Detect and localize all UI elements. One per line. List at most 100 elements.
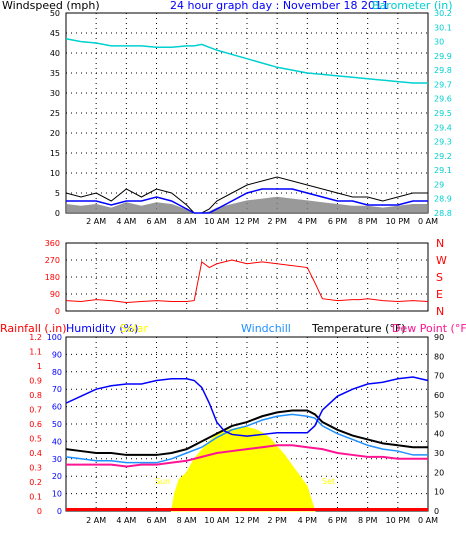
panel1-y-left-tick-label: 40 bbox=[50, 49, 60, 58]
panel3-y-temp-tick-label: 90 bbox=[434, 333, 444, 342]
panel3-y-rain-tick-label: 0.8 bbox=[29, 391, 42, 400]
panel1-y-right-tick-label: 29.5 bbox=[434, 109, 452, 118]
average-windspeed-line bbox=[66, 188, 428, 214]
panel3-y-temp-tick-label: 30 bbox=[434, 449, 444, 458]
panel3-y-temp-tick-label: 60 bbox=[434, 391, 444, 400]
panel1-x-tick-label: 6 PM bbox=[328, 217, 347, 226]
panel3-y-humidity-tick-label: 30 bbox=[52, 455, 62, 464]
panel3-y-temp-tick-label: 10 bbox=[434, 488, 444, 497]
panel3-y-rain-tick-label: 0.5 bbox=[29, 435, 42, 444]
panel3-x-tick-label: 2 AM bbox=[86, 516, 106, 525]
rainfall-bar bbox=[66, 508, 428, 511]
windchill-axis-label: Windchill bbox=[241, 322, 291, 335]
panel1-y-left-tick-label: 20 bbox=[50, 129, 60, 138]
panel2-direction-letter: W bbox=[436, 254, 447, 267]
solar-axis-label: Solar bbox=[120, 322, 149, 335]
panel1-y-left-tick-label: 15 bbox=[50, 149, 60, 158]
panel1-y-left-tick-label: 45 bbox=[50, 29, 60, 38]
panel1-x-tick-label: 6 AM bbox=[146, 217, 166, 226]
dewpoint-axis-label: Dew Point (°F) bbox=[392, 322, 466, 335]
rainfall-axis-label: Rainfall (.in) bbox=[0, 322, 67, 335]
panel3-y-rain-tick-label: 0.1 bbox=[29, 493, 42, 502]
wind-direction-line bbox=[65, 259, 429, 304]
panel2-y-left-tick-label: 90 bbox=[50, 290, 60, 299]
panel3-y-rain-tick-label: 0.9 bbox=[29, 377, 42, 386]
panel3-y-humidity-tick-label: 10 bbox=[52, 490, 62, 499]
panel1-y-right-tick-label: 29.6 bbox=[434, 95, 452, 104]
panel3-y-humidity-tick-label: 60 bbox=[52, 403, 62, 412]
panel1-y-right-tick-label: 29.3 bbox=[434, 138, 452, 147]
panel1-y-right-tick-label: 30.1 bbox=[434, 23, 452, 32]
humidity-line bbox=[65, 376, 429, 437]
panel3-x-tick-label: 10 AM bbox=[204, 516, 229, 525]
panel3-y-humidity-tick-label: 0 bbox=[57, 507, 62, 516]
panel3-y-humidity-tick-label: 50 bbox=[52, 420, 62, 429]
panel3-y-temp-tick-label: 20 bbox=[434, 468, 444, 477]
panel3-x-tick-label: 12 PM bbox=[235, 516, 260, 525]
panel2-direction-letter: N bbox=[436, 305, 444, 318]
panel1-x-tick-label: 8 PM bbox=[358, 217, 377, 226]
panel1-y-left-ticks: 0 5 10 15 20 25 30 35 40 45 50 bbox=[50, 9, 60, 218]
panel1-y-right-tick-label: 28.8 bbox=[434, 209, 452, 218]
panel1-y-left-tick-label: 50 bbox=[50, 9, 60, 18]
panel3-x-tick-label: 8 PM bbox=[358, 516, 377, 525]
panel1-y-right-tick-label: 30 bbox=[434, 38, 444, 47]
barometer-axis-label: Barometer (in) bbox=[372, 0, 453, 12]
panel3-y-temp-ticks: 0 10 20 30 40 50 60 70 80 90 bbox=[434, 333, 444, 516]
panel2-direction-letter: S bbox=[436, 271, 443, 284]
panel3-y-rain-ticks: 0 0.1 0.2 0.3 0.4 0.5 0.6 0.7 0.8 0.9 1 1.1 1.2 bbox=[29, 333, 42, 516]
panel1-x-tick-label: 4 AM bbox=[116, 217, 136, 226]
panel3-y-rain-tick-label: 0.2 bbox=[29, 478, 42, 487]
panel3-y-temp-tick-label: 50 bbox=[434, 410, 444, 419]
sunset-label: Set bbox=[322, 477, 335, 486]
panel1-x-tick-label: 2 AM bbox=[86, 217, 106, 226]
panel3-y-temp-tick-label: 80 bbox=[434, 352, 444, 361]
panel2-direction-letter: N bbox=[436, 237, 444, 250]
panel3-y-humidity-ticks: 0 10 20 30 40 50 60 70 80 90 100 bbox=[47, 333, 62, 516]
panel3-y-rain-tick-label: 0.4 bbox=[29, 449, 42, 458]
windspeed-line bbox=[65, 176, 428, 214]
panel3-y-rain-tick-label: 1.2 bbox=[29, 333, 42, 342]
panel1-y-right-tick-label: 29 bbox=[434, 180, 444, 189]
humidity-axis-label: Humidity (%) bbox=[66, 322, 138, 335]
panel1-y-right-tick-label: 29.2 bbox=[434, 152, 452, 161]
panel1-y-left-tick-label: 10 bbox=[50, 169, 60, 178]
panel3-x-tick-label: 4 PM bbox=[298, 516, 317, 525]
panel3-y-temp-tick-label: 70 bbox=[434, 372, 444, 381]
panel1-grid bbox=[66, 13, 428, 213]
panel3-x-tick-label: 0 AM bbox=[418, 516, 438, 525]
panel3-y-temp-tick-label: 40 bbox=[434, 430, 444, 439]
panel1-y-left-tick-label: 30 bbox=[50, 89, 60, 98]
panel3-y-humidity-tick-label: 70 bbox=[52, 385, 62, 394]
panel3-y-temp-tick-label: 0 bbox=[434, 507, 439, 516]
dewpoint-line bbox=[66, 444, 428, 468]
panel3-y-rain-tick-label: 0.6 bbox=[29, 420, 42, 429]
panel3-y-humidity-tick-label: 20 bbox=[52, 472, 62, 481]
panel2-grid bbox=[66, 243, 428, 311]
sunrise-label: Sun bbox=[155, 477, 170, 486]
temperature-line bbox=[65, 409, 428, 456]
panel3-y-rain-tick-label: 0 bbox=[37, 507, 42, 516]
panel2-y-left-tick-label: 0 bbox=[55, 307, 60, 316]
gust-area bbox=[66, 196, 428, 213]
panel3-x-tick-label: 10 PM bbox=[386, 516, 411, 525]
panel3-x-tick-label: 6 AM bbox=[146, 516, 166, 525]
panel2-direction-letter: E bbox=[436, 288, 443, 301]
panel2-y-left-tick-label: 180 bbox=[45, 273, 60, 282]
panel1-x-tick-label: 4 PM bbox=[298, 217, 317, 226]
panel3-y-humidity-tick-label: 90 bbox=[52, 350, 62, 359]
panel1-y-left-tick-label: 25 bbox=[50, 109, 60, 118]
panel3-y-rain-tick-label: 0.7 bbox=[29, 406, 42, 415]
windchill-line bbox=[65, 413, 428, 464]
panel1-x-ticks: 2 AM 4 AM 6 AM 8 AM 10 AM 12 PM 2 PM 4 PM 6 PM 8 … bbox=[86, 217, 438, 226]
panel1-y-left-tick-label: 0 bbox=[55, 209, 60, 218]
panel1-x-tick-label: 8 AM bbox=[177, 217, 197, 226]
panel1-x-tick-label: 10 AM bbox=[204, 217, 229, 226]
panel2-y-left-tick-label: 360 bbox=[45, 239, 60, 248]
panel3-series bbox=[65, 376, 429, 512]
windspeed-axis-label: Windspeed (mph) bbox=[2, 0, 100, 12]
panel3-y-humidity-tick-label: 100 bbox=[47, 333, 62, 342]
